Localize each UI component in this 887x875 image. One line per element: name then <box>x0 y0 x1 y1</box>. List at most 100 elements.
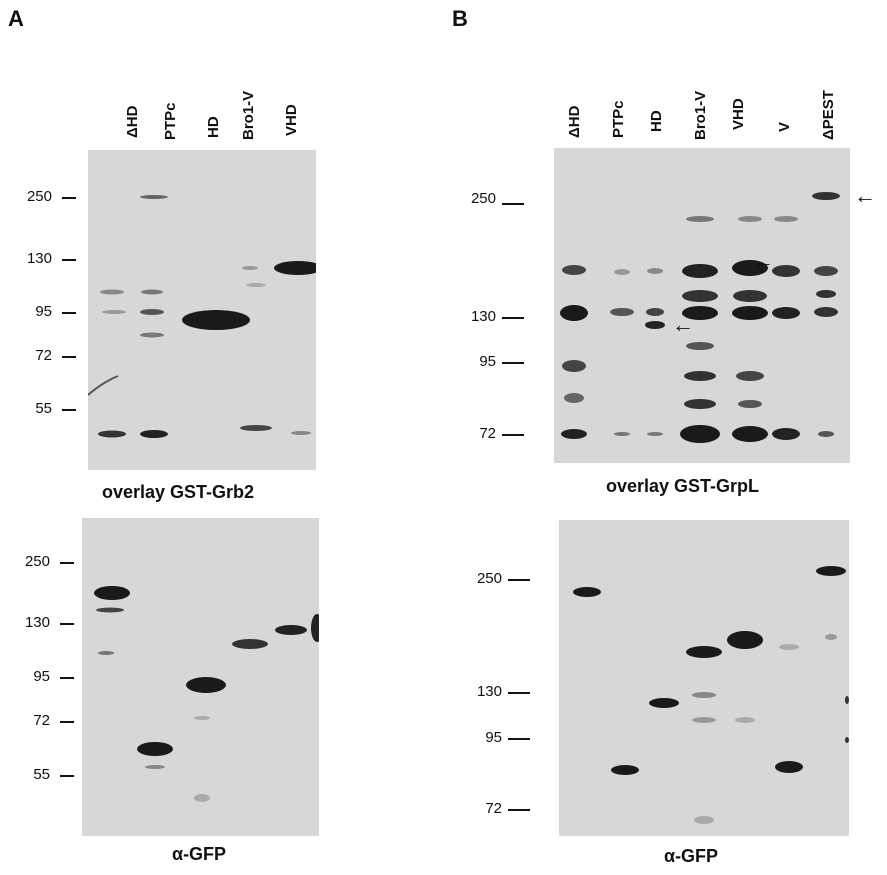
band <box>816 566 846 576</box>
band <box>140 309 164 315</box>
band <box>194 794 210 802</box>
band <box>96 607 124 613</box>
panel-b-overlay-blot <box>554 148 850 463</box>
mw-marker: 250 <box>26 188 52 205</box>
panel-a-overlay-bands <box>88 195 316 438</box>
arrow-left-icon: ← <box>854 183 876 208</box>
mw-marker: 55 <box>33 766 50 783</box>
mw-marker: 72 <box>485 800 502 817</box>
mw-tick <box>60 562 74 564</box>
mw-marker: 72 <box>35 347 52 364</box>
band <box>194 716 210 720</box>
band <box>562 265 586 275</box>
mw-marker: 95 <box>35 303 52 320</box>
band <box>684 399 716 409</box>
mw-tick <box>502 434 524 436</box>
panel-b-gfp-caption: α-GFP <box>664 846 719 866</box>
band <box>98 430 126 438</box>
mw-marker: 250 <box>24 553 50 570</box>
band <box>682 264 718 278</box>
band <box>646 308 664 316</box>
panel-b-letter: B <box>452 6 468 31</box>
band <box>561 429 587 439</box>
arrow-left-icon: ← <box>752 248 774 273</box>
panel-a-gfp-bands <box>94 586 319 802</box>
band <box>732 260 768 276</box>
mw-marker: 72 <box>479 425 496 442</box>
mw-tick <box>60 623 74 625</box>
mw-tick <box>502 362 524 364</box>
band <box>845 737 849 743</box>
band <box>779 644 799 650</box>
panel-b-lane-label: Bro1-V <box>692 90 709 140</box>
band <box>246 283 266 287</box>
band <box>649 698 679 708</box>
panel-b-lane-label: VHD <box>730 98 747 130</box>
panel-a-lane-label: Bro1-V <box>240 90 257 140</box>
panel-b-lane-label: ΔHD <box>566 105 583 138</box>
smudge <box>88 375 119 396</box>
panel-a-lane-label: ΔHD <box>124 105 141 138</box>
band <box>647 432 663 436</box>
panel-a-overlay-blot <box>88 150 316 470</box>
band <box>232 639 268 649</box>
band <box>274 261 316 275</box>
mw-tick <box>502 317 524 319</box>
band <box>182 310 250 330</box>
band <box>140 430 168 438</box>
mw-tick <box>62 409 76 411</box>
mw-tick <box>508 579 530 581</box>
band <box>772 265 800 277</box>
band <box>738 216 762 222</box>
band <box>186 677 226 693</box>
band <box>682 306 718 320</box>
band <box>140 332 164 338</box>
mw-marker: 95 <box>33 668 50 685</box>
mw-marker: 95 <box>485 729 502 746</box>
panel-b-lane-label: ΔPEST <box>820 90 837 140</box>
band <box>614 269 630 275</box>
panel-a-lane-label: PTPc <box>162 102 179 140</box>
band <box>573 587 601 597</box>
band <box>692 717 716 723</box>
panel-a-lane-label: VHD <box>283 104 300 136</box>
panel-a-gfp-caption: α-GFP <box>172 844 227 864</box>
band <box>311 614 319 642</box>
mw-marker: 95 <box>479 353 496 370</box>
mw-tick <box>508 809 530 811</box>
mw-tick <box>62 312 76 314</box>
band <box>692 692 716 698</box>
band <box>814 266 838 276</box>
band <box>560 305 588 321</box>
mw-tick <box>508 692 530 694</box>
mw-tick <box>62 197 76 199</box>
band <box>140 195 168 199</box>
band <box>814 307 838 317</box>
band <box>772 428 800 440</box>
mw-marker: 130 <box>470 308 496 325</box>
band <box>825 634 837 640</box>
band <box>738 400 762 408</box>
band <box>137 742 173 756</box>
band <box>611 765 639 775</box>
band <box>100 289 124 295</box>
mw-tick <box>62 356 76 358</box>
band <box>564 393 584 403</box>
band <box>736 371 764 381</box>
panel-a-letter: A <box>8 6 24 31</box>
band <box>733 290 767 302</box>
band <box>647 268 663 274</box>
band <box>98 651 114 655</box>
mw-marker: 130 <box>26 250 52 267</box>
panel-b-lane-label: V <box>776 121 793 132</box>
panel-b-overlay-bands <box>560 192 840 443</box>
band <box>845 696 849 704</box>
band <box>732 426 768 442</box>
mw-tick <box>60 677 74 679</box>
panel-b-gfp-blot <box>559 520 849 836</box>
arrow-left-icon: ← <box>672 312 694 337</box>
band <box>686 342 714 350</box>
band <box>774 216 798 222</box>
mw-marker: 72 <box>33 712 50 729</box>
band <box>682 290 718 302</box>
